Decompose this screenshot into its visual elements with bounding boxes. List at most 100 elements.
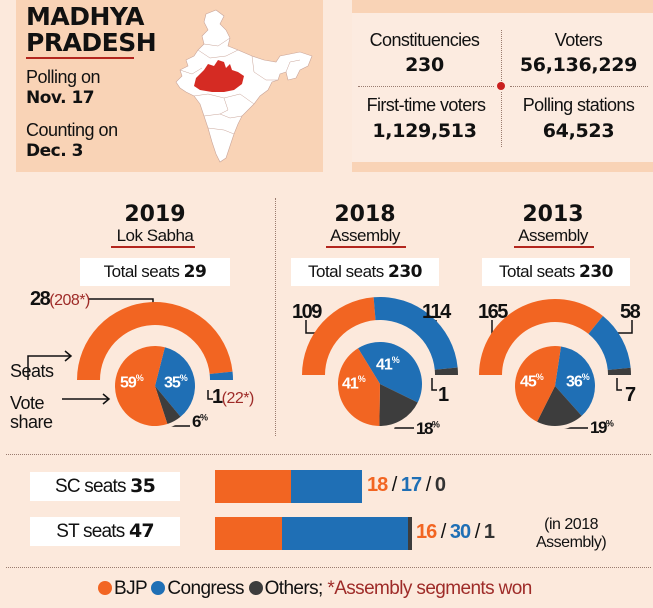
chart-2018-others-vote: 18%: [416, 419, 440, 438]
state-title: MADHYA PRADESH: [26, 2, 157, 57]
chart-2019-vote-slice-congress: [155, 347, 196, 417]
bjp-segments-note: (208*): [49, 292, 90, 309]
polling-date: Nov. 17: [26, 88, 95, 108]
chart-2019-total-seats: Total seats 29: [80, 258, 230, 286]
chart-2018-others-seats: 1: [438, 384, 449, 406]
bjp-value: 18: [367, 474, 388, 496]
state-title-line2: PRADESH: [26, 28, 157, 57]
madhya-pradesh-highlight: [194, 60, 244, 92]
chart-2013-underline: [514, 246, 594, 248]
total-seats-label: Total seats: [103, 262, 180, 281]
others-value: 0: [434, 474, 446, 496]
pct-value: 35: [164, 374, 181, 392]
bar-total: 35: [130, 475, 156, 497]
sc-seats-label: SC seats 35: [30, 472, 180, 501]
chart-2018-subtitle: Assembly: [330, 226, 400, 245]
total-seats-label: Total seats: [499, 262, 575, 281]
leader-line-1: [207, 390, 213, 400]
annotation-arrow-icon-0: [64, 350, 73, 362]
chart-2019-year: 2019: [124, 202, 186, 227]
title-underline: [26, 57, 134, 59]
pct-value: 19: [590, 418, 607, 437]
chart-2019-seat-arc-bjp: [77, 301, 233, 380]
legend-footnote: *Assembly segments won: [327, 578, 532, 599]
bar-category: SC seats: [54, 476, 126, 497]
chart-2019-vote-slice-others: [155, 386, 181, 425]
chart-2013-vote-slice-congress: [555, 346, 595, 416]
chart-2019-vote-slice-bjp: [115, 346, 168, 426]
stat-label-first-time-voters: First-time voters: [366, 95, 486, 115]
chart-2013-others-vote: 19%: [590, 418, 614, 437]
bars-divider-bottom: [6, 567, 651, 568]
chart-2018-seat-arc-bjp: [302, 297, 376, 375]
annotation-arrow-icon-1: [102, 393, 111, 405]
seats-annotation: Seats: [10, 361, 54, 381]
chart-2013-congress-vote: 36%: [566, 372, 590, 391]
pct-value: 59: [120, 374, 137, 392]
vote-share-annotation-line1: Vote: [10, 393, 45, 413]
bar-segment-others: [408, 517, 413, 550]
pct-value: 6: [192, 412, 201, 431]
chart-2018-vote-slice-congress: [358, 341, 423, 403]
bar-segment-congress: [290, 470, 362, 503]
assembly-note: (in 2018 Assembly): [536, 516, 607, 552]
stats-bottom-strip: [352, 162, 653, 172]
total-seats-label: Total seats: [308, 262, 384, 281]
legend: BJP Congress Others; *Assembly segments …: [98, 578, 532, 600]
chart-2019-congress-seats: 1(22*): [212, 386, 254, 409]
chart-2013-total-seats: Total seats 230: [482, 258, 630, 286]
bar-segment-congress: [282, 517, 409, 550]
stat-value-polling-stations: 64,523: [542, 120, 615, 142]
counting-date: Dec. 3: [26, 141, 83, 161]
vote-share-annotation-line2: share: [10, 412, 53, 432]
chart-2013-vote-slice-bjp: [514, 346, 561, 422]
total-seats-value: 230: [579, 262, 614, 282]
stats-divider-v-bottom: [501, 92, 502, 147]
congress-value: 30: [449, 521, 471, 543]
legend-others: Others;: [264, 578, 324, 599]
chart-2013-bjp-vote: 45%: [520, 372, 544, 391]
counting-label: Counting on: [26, 120, 118, 140]
others-value: 1: [483, 521, 495, 543]
sc-seats-values: 18 / 17 / 0: [367, 474, 446, 496]
others-legend-dot-icon: [248, 581, 263, 595]
leader-line-10: [616, 320, 633, 334]
chart-2013-seat-arc-bjp: [479, 299, 603, 375]
chart-2013-seat-arc-congress: [588, 316, 631, 370]
chart-2019-others-vote: 6%: [192, 412, 208, 431]
chart-2013-vote-slice-others: [537, 386, 582, 426]
bars-divider-top: [6, 454, 651, 455]
polling-label: Polling on: [26, 67, 101, 87]
pct-value: 41: [376, 356, 393, 374]
chart-2018-underline: [326, 246, 406, 248]
pct-value: 36: [566, 373, 583, 391]
state-title-line1: MADHYA: [26, 2, 144, 31]
chart-2019-underline: [111, 246, 195, 248]
chart-2019-congress-vote: 35%: [164, 373, 188, 392]
congress-seat-count: 1: [212, 386, 223, 408]
state-info-panel: [16, 0, 323, 172]
chart-2018-total-seats: Total seats 230: [291, 258, 439, 286]
bar-segment-bjp: [215, 470, 291, 503]
chart-2018-year: 2018: [334, 202, 396, 227]
st-seats-bar: [215, 517, 413, 550]
chart-2018-bjp-vote: 41%: [342, 374, 366, 393]
assembly-note-line2: Assembly): [536, 534, 607, 551]
chart-2013-seat-arc-others: [607, 367, 631, 375]
total-seats-value: 230: [388, 262, 423, 282]
stat-value-first-time-voters: 1,129,513: [372, 120, 477, 142]
chart-2019-bjp-seats: 28(208*): [30, 288, 90, 311]
stats-center-dot: [497, 82, 505, 90]
chart-2018-bjp-seats: 109: [292, 301, 322, 323]
bar-category: ST seats: [56, 521, 125, 542]
chart-2013-others-seats: 7: [625, 384, 636, 406]
total-seats-value: 29: [183, 262, 207, 282]
pct-value: 45: [520, 373, 537, 391]
stat-label-constituencies: Constituencies: [369, 30, 480, 50]
legend-bjp: BJP: [114, 578, 147, 599]
chart-divider: [275, 198, 276, 436]
stat-value-constituencies: 230: [405, 54, 444, 76]
leader-line-11: [616, 378, 622, 391]
india-map-icon: [175, 9, 313, 163]
leader-line-2: [27, 355, 70, 380]
